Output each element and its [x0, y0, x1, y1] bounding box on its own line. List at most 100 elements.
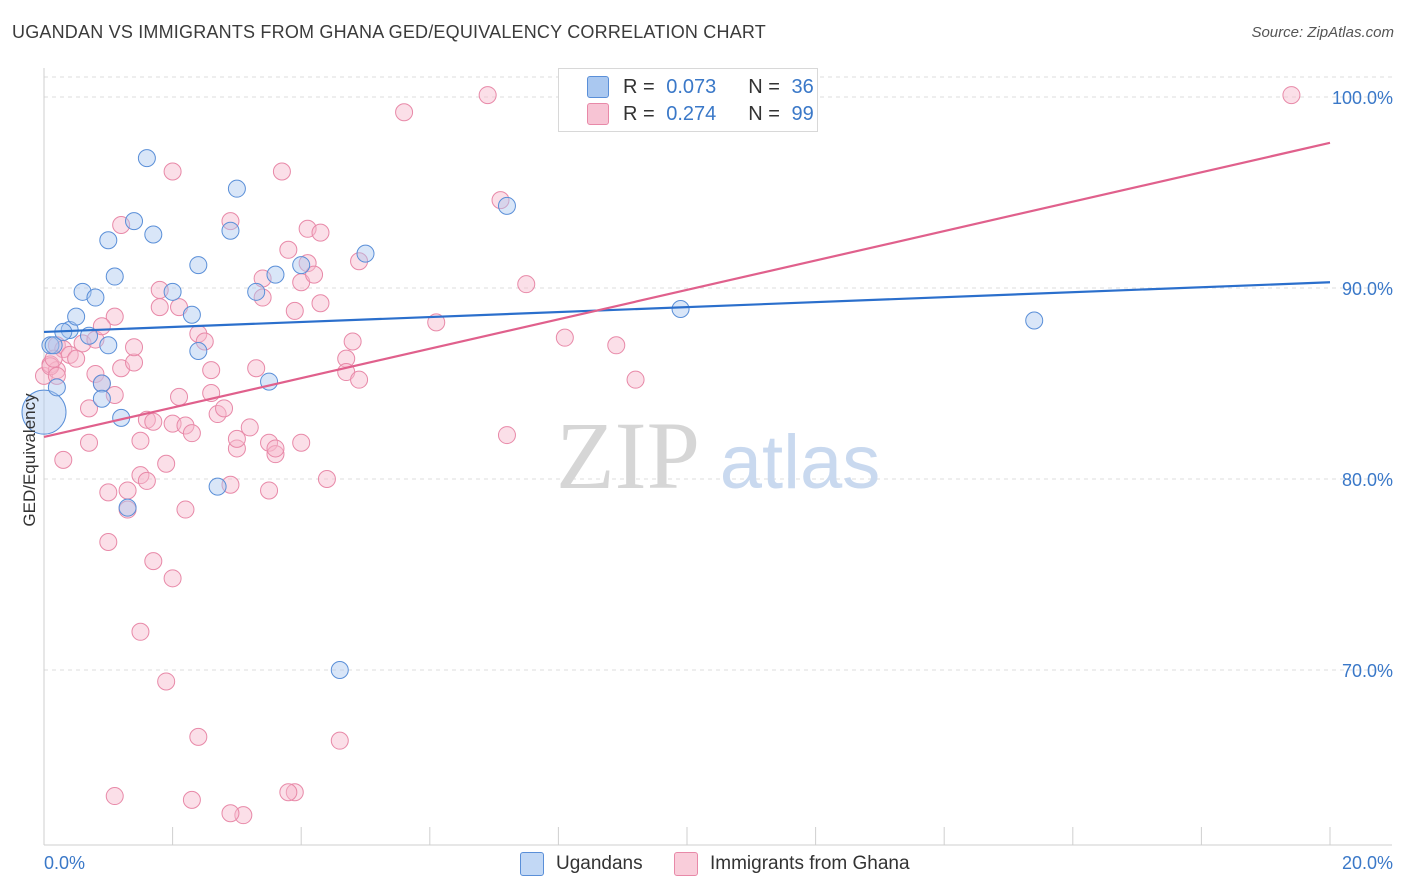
point-ghana: [125, 353, 144, 372]
legend-label-ghana: Immigrants from Ghana: [710, 853, 910, 874]
point-ugandans: [1025, 311, 1044, 330]
legend-r-value: 0.073: [666, 75, 717, 98]
point-ugandans: [137, 149, 156, 168]
watermark: ZIP atlas: [556, 402, 880, 509]
point-ugandans: [189, 342, 208, 361]
point-ghana: [311, 223, 330, 242]
point-ugandans: [21, 389, 67, 435]
legend-swatch-blue: [587, 76, 609, 98]
point-ghana: [176, 416, 195, 435]
y-tick-label: 70.0%: [1342, 661, 1393, 681]
point-ghana: [131, 431, 150, 450]
y-tick-label: 90.0%: [1342, 279, 1393, 299]
point-ugandans: [105, 267, 124, 286]
point-ghana: [227, 439, 246, 458]
legend-r-label: R =: [623, 75, 655, 98]
legend-row-ugandans: R = 0.073 N = 36: [587, 75, 814, 99]
point-ghana: [395, 103, 414, 122]
series-ugandans: [21, 149, 1044, 679]
point-ghana: [240, 418, 259, 437]
point-ghana: [221, 804, 240, 823]
point-ugandans: [92, 389, 111, 408]
point-ghana: [163, 162, 182, 181]
point-ugandans: [221, 221, 240, 240]
point-ghana: [478, 86, 497, 105]
point-ugandans: [189, 256, 208, 275]
point-ghana: [144, 552, 163, 571]
watermark-atlas: atlas: [720, 420, 881, 505]
y-axis-label: GED/Equivalency: [20, 393, 39, 527]
point-ugandans: [144, 225, 163, 244]
legend-n-label: N =: [748, 102, 780, 125]
point-ghana: [317, 470, 336, 488]
point-ghana: [195, 332, 214, 351]
point-ghana: [182, 790, 201, 809]
point-ghana: [118, 481, 137, 500]
point-ugandans: [99, 336, 118, 355]
point-ugandans: [292, 256, 311, 275]
point-ghana: [99, 483, 118, 502]
point-ghana: [607, 336, 626, 355]
legend-n-value: 99: [791, 102, 814, 125]
point-ghana: [80, 399, 99, 418]
point-ghana: [285, 783, 304, 802]
point-ugandans: [44, 336, 63, 355]
legend-r-label: R =: [623, 102, 655, 125]
point-ugandans: [266, 265, 285, 284]
trend-lines: [43, 141, 1331, 439]
point-ghana: [305, 265, 324, 284]
point-ghana: [163, 569, 182, 588]
legend-n-label: N =: [748, 75, 780, 98]
point-ghana: [330, 731, 349, 750]
point-ghana: [350, 252, 369, 271]
point-ugandans: [80, 326, 99, 345]
legend-r-value: 0.274: [666, 102, 717, 125]
chart-title: UGANDAN VS IMMIGRANTS FROM GHANA GED/EQU…: [12, 22, 766, 42]
legend-swatch-ghana: [674, 852, 698, 876]
point-ghana: [311, 294, 330, 313]
point-ugandans: [86, 288, 105, 307]
y-tick-label: 80.0%: [1342, 470, 1393, 490]
legend-swatch-pink: [587, 103, 609, 125]
legend-label-ugandans: Ugandans: [556, 853, 643, 874]
point-ugandans: [330, 661, 349, 679]
legend-row-ghana: R = 0.274 N = 99: [587, 102, 814, 126]
watermark-zip: ZIP: [556, 402, 700, 509]
point-ghana: [266, 439, 285, 458]
legend-item-ugandans[interactable]: Ugandans: [520, 852, 643, 876]
x-tick-label: 20.0%: [1342, 853, 1393, 873]
point-ghana: [497, 426, 516, 445]
point-ghana: [170, 387, 189, 406]
point-ugandans: [247, 282, 266, 301]
point-ghana: [260, 481, 279, 500]
point-ugandans: [356, 244, 375, 263]
point-ghana: [131, 622, 150, 641]
point-ugandans: [163, 282, 182, 301]
trend-line-ghana: [43, 141, 1331, 439]
gridlines: [44, 76, 1392, 671]
legend-item-ghana[interactable]: Immigrants from Ghana: [674, 852, 910, 876]
point-ghana: [1282, 86, 1301, 105]
point-ghana: [125, 338, 144, 357]
source-label: Source: ZipAtlas.com: [1251, 24, 1394, 41]
point-ghana: [272, 162, 291, 181]
point-ghana: [292, 433, 311, 452]
correlation-legend: R = 0.073 N = 36 R = 0.274 N = 99: [558, 68, 818, 132]
point-ghana: [105, 307, 124, 326]
point-ugandans: [118, 498, 137, 517]
point-ghana: [279, 240, 298, 259]
point-ghana: [137, 471, 156, 490]
point-ugandans: [92, 374, 111, 393]
point-ghana: [626, 370, 645, 389]
point-ghana: [150, 298, 169, 317]
point-ghana: [86, 364, 105, 383]
point-ghana: [350, 370, 369, 389]
point-ghana: [80, 433, 99, 452]
point-ghana: [176, 500, 195, 519]
point-ghana: [517, 275, 536, 294]
point-ghana: [343, 332, 362, 351]
point-ghana: [227, 429, 246, 448]
point-ghana: [182, 424, 201, 443]
point-ugandans: [208, 477, 227, 496]
